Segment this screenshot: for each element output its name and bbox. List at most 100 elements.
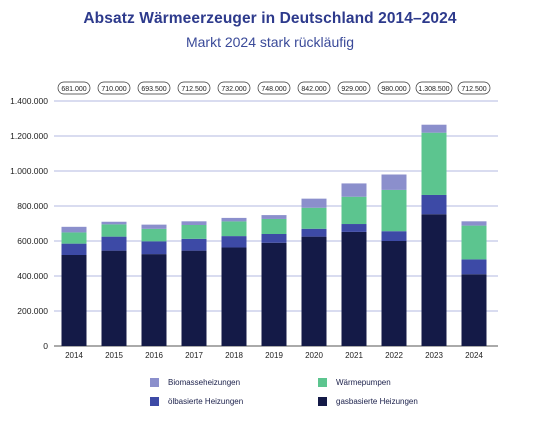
bar-segment-gas <box>461 274 487 346</box>
legend-label-biomass: Biomasseheizungen <box>168 378 241 387</box>
bar-segment-oil <box>341 224 367 232</box>
y-tick-label: 1.400.000 <box>10 96 48 106</box>
legend-label-gas: gasbasierte Heizungen <box>336 397 418 406</box>
x-tick-label: 2022 <box>385 351 403 360</box>
total-label: 842.000 <box>301 86 326 93</box>
bar-segment-biomass <box>461 221 487 226</box>
bar-segment-biomass <box>381 174 407 190</box>
legend-swatch-gas <box>318 397 327 406</box>
x-tick-label: 2016 <box>145 351 163 360</box>
x-tick-label: 2024 <box>465 351 483 360</box>
x-tick-label: 2018 <box>225 351 243 360</box>
y-tick-label: 200.000 <box>17 306 48 316</box>
bar-segment-gas <box>101 250 127 346</box>
y-tick-label: 1.200.000 <box>10 131 48 141</box>
bar-segment-biomass <box>341 183 367 197</box>
x-tick-label: 2017 <box>185 351 203 360</box>
bar-segment-biomass <box>61 226 87 233</box>
bar-segment-heatpump <box>381 189 407 232</box>
x-tick-label: 2019 <box>265 351 283 360</box>
legend-item-gas: gasbasierte Heizungen <box>318 397 478 406</box>
total-label-box <box>137 81 171 95</box>
bar-segment-oil <box>101 236 127 251</box>
bar-segment-oil <box>421 194 447 215</box>
x-tick-label: 2023 <box>425 351 443 360</box>
bar-segment-gas <box>421 214 447 346</box>
legend-swatch-biomass <box>150 378 159 387</box>
bar-segment-heatpump <box>461 225 487 260</box>
legend-label-oil: ölbasierte Heizungen <box>168 397 244 406</box>
y-tick-label: 0 <box>43 341 48 351</box>
total-label-box <box>337 81 371 95</box>
total-label-box <box>177 81 211 95</box>
legend-swatch-oil <box>150 397 159 406</box>
total-label: 748.000 <box>261 86 286 93</box>
legend-item-biomass: Biomasseheizungen <box>150 378 318 387</box>
chart-title: Absatz Wärmeerzeuger in Deutschland 2014… <box>83 10 457 27</box>
bar-segment-gas <box>221 247 247 346</box>
bar-segment-gas <box>301 236 327 346</box>
total-label: 980.000 <box>381 86 406 93</box>
total-label-box <box>257 81 291 95</box>
bar-segment-biomass <box>301 198 327 208</box>
total-label: 681.000 <box>61 86 86 93</box>
total-label-box <box>415 81 453 95</box>
legend-item-heatpump: Wärmepumpen <box>318 378 478 387</box>
bar-segment-gas <box>181 250 207 346</box>
bar-segment-heatpump <box>421 132 447 195</box>
bar-segment-gas <box>261 242 287 346</box>
bar-segment-gas <box>61 255 87 346</box>
bar-segment-biomass <box>141 224 167 229</box>
y-tick-label: 1.000.000 <box>10 166 48 176</box>
total-label-box <box>457 81 491 95</box>
total-label: 1.308.500 <box>418 86 449 93</box>
total-label: 732.000 <box>221 86 246 93</box>
bar-segment-oil <box>141 241 167 255</box>
total-label: 710.000 <box>101 86 126 93</box>
bar-segment-biomass <box>101 221 127 225</box>
legend-swatch-heatpump <box>318 378 327 387</box>
total-label-box <box>377 81 411 95</box>
bar-segment-oil <box>261 234 287 243</box>
bar-segment-oil <box>381 231 407 241</box>
total-label-box <box>57 81 91 95</box>
legend-label-heatpump: Wärmepumpen <box>336 378 391 387</box>
y-tick-label: 800.000 <box>17 201 48 211</box>
y-tick-label: 600.000 <box>17 236 48 246</box>
legend-item-oil: ölbasierte Heizungen <box>150 397 318 406</box>
bar-segment-heatpump <box>221 221 247 237</box>
bar-segment-heatpump <box>261 218 287 234</box>
total-label: 712.500 <box>461 86 486 93</box>
bar-segment-oil <box>221 236 247 248</box>
total-label-box <box>97 81 131 95</box>
bar-segment-oil <box>461 259 487 275</box>
bar-segment-oil <box>181 238 207 251</box>
x-tick-label: 2020 <box>305 351 323 360</box>
bar-segment-gas <box>381 241 407 346</box>
bar-segment-gas <box>141 254 167 346</box>
total-label: 693.500 <box>141 86 166 93</box>
x-tick-label: 2015 <box>105 351 123 360</box>
total-label: 929.000 <box>341 86 366 93</box>
total-label-box <box>297 81 331 95</box>
total-label-box <box>217 81 251 95</box>
bar-segment-biomass <box>221 217 247 222</box>
bar-segment-gas <box>341 231 367 346</box>
bar-segment-biomass <box>421 124 447 133</box>
bar-segment-heatpump <box>181 224 207 239</box>
bar-segment-heatpump <box>301 207 327 229</box>
x-tick-label: 2014 <box>65 351 83 360</box>
chart-subtitle: Markt 2024 stark rückläufig <box>185 34 355 50</box>
bar-segment-oil <box>61 243 87 255</box>
bar-segment-heatpump <box>341 196 367 225</box>
bar-segment-biomass <box>181 221 207 225</box>
bar-segment-heatpump <box>101 224 127 237</box>
bar-segment-heatpump <box>141 228 167 242</box>
bar-segment-biomass <box>261 215 287 219</box>
bar-segment-heatpump <box>61 232 87 244</box>
chart-legend: Biomasseheizungen Wärmepumpen ölbasierte… <box>150 378 480 406</box>
x-tick-label: 2021 <box>345 351 363 360</box>
bar-segment-oil <box>301 228 327 237</box>
